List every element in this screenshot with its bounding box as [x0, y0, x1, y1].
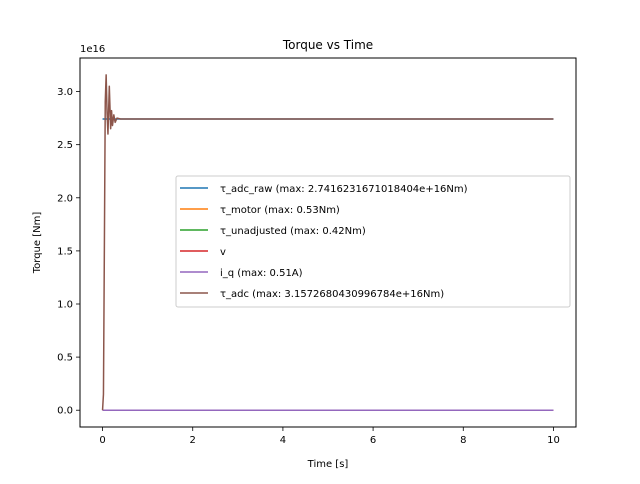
- series-line-5: [101, 74, 554, 411]
- chart-title: Torque vs Time: [282, 38, 373, 52]
- y-tick-label: 3.0: [57, 87, 73, 98]
- legend-label-4: i_q (max: 0.51A): [220, 268, 303, 279]
- legend-label-0: τ_adc_raw (max: 2.7416231671018404e+16Nm…: [220, 184, 468, 195]
- y-tick-label: 0.0: [57, 406, 73, 417]
- legend-box: [175, 175, 571, 308]
- y-axis-label: Torque [Nm]: [32, 212, 43, 275]
- y-tick-label: 1.5: [57, 246, 73, 257]
- legend-label-5: τ_adc (max: 3.1572680430996784e+16Nm): [220, 289, 444, 300]
- x-tick-label: 6: [370, 435, 376, 446]
- x-tick-label: 8: [460, 435, 466, 446]
- plot-frame: [79, 57, 577, 428]
- legend: τ_adc_raw (max: 2.7416231671018404e+16Nm…: [175, 175, 571, 308]
- y-tick-label: 1.0: [57, 300, 73, 311]
- legend-label-1: τ_motor (max: 0.53Nm): [220, 205, 340, 216]
- y-axis: 0.0 0.5 1.0 1.5 2.0 2.5 3.0: [57, 87, 80, 417]
- y-tick-label: 0.5: [57, 353, 73, 364]
- x-tick-label: 2: [190, 435, 196, 446]
- y-tick-label: 2.0: [57, 193, 73, 204]
- legend-label-2: τ_unadjusted (max: 0.42Nm): [220, 226, 366, 237]
- series-layer: [101, 74, 554, 411]
- x-axis-label: Time [s]: [307, 459, 349, 470]
- y-tick-label: 2.5: [57, 140, 73, 151]
- legend-label-3: v: [220, 247, 226, 258]
- x-tick-label: 0: [99, 435, 105, 446]
- x-axis: 0 2 4 6 8 10: [99, 427, 560, 446]
- y-offset-text: 1e16: [80, 44, 105, 55]
- x-tick-label: 10: [547, 435, 560, 446]
- x-tick-label: 4: [280, 435, 286, 446]
